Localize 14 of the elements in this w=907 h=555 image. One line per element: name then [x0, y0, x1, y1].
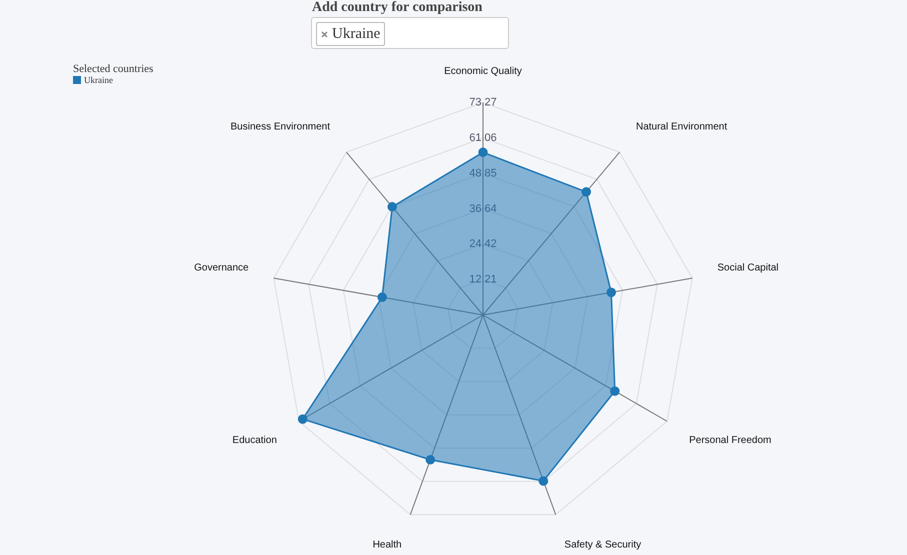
spoke-label: Governance [194, 262, 250, 274]
legend-label: Ukraine [84, 75, 113, 85]
spoke-label: Business Environment [230, 121, 330, 132]
spoke-label: Economic Quality [444, 66, 522, 77]
text: Add country for comparison [312, 0, 482, 16]
spoke-label: Education [232, 434, 277, 446]
spoke-label: Personal Freedom [689, 434, 772, 446]
spoke-label: Health [372, 539, 402, 550]
spoke-label: Social Capital [717, 262, 779, 274]
y-tick-label: 73.27 [469, 96, 497, 109]
text-field: Ukraine [311, 17, 509, 49]
spoke-label: Safety & Security [564, 539, 642, 550]
spoke-label: Natural Environment [636, 121, 728, 132]
legend-title: Selected countries [73, 63, 154, 75]
